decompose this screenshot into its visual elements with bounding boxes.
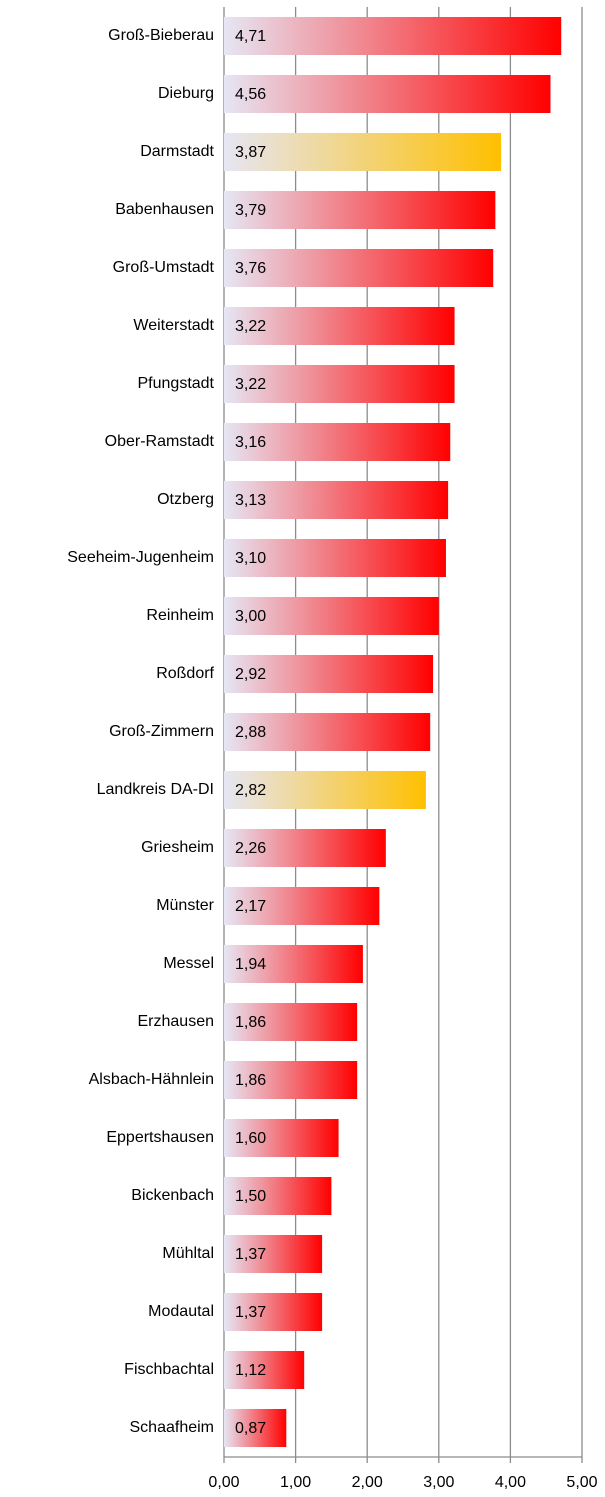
bar	[224, 1003, 358, 1041]
bar	[224, 1351, 305, 1389]
value-label: 3,10	[235, 550, 266, 567]
bar	[224, 597, 439, 635]
value-label: 3,22	[235, 376, 266, 393]
value-label: 3,79	[235, 202, 266, 219]
category-label: Erzhausen	[138, 1013, 215, 1030]
value-label: 0,87	[235, 1420, 266, 1437]
bar	[224, 249, 494, 287]
value-label: 3,13	[235, 492, 266, 509]
value-label: 1,94	[235, 956, 266, 973]
bar	[224, 945, 363, 983]
category-label: Reinheim	[146, 607, 214, 624]
value-label: 2,17	[235, 898, 266, 915]
bar	[224, 655, 434, 693]
category-label: Eppertshausen	[106, 1129, 214, 1146]
bar	[224, 191, 496, 229]
x-tick-label: 5,00	[566, 1474, 597, 1491]
value-label: 3,00	[235, 608, 266, 625]
value-label: 1,86	[235, 1014, 266, 1031]
value-label: 1,60	[235, 1130, 266, 1147]
bar	[224, 1119, 339, 1157]
x-tick-label: 4,00	[495, 1474, 526, 1491]
value-label: 4,56	[235, 86, 266, 103]
category-label: Landkreis DA-DI	[97, 781, 214, 798]
bar	[224, 75, 551, 113]
value-label: 1,86	[235, 1072, 266, 1089]
bar	[224, 1177, 332, 1215]
bar	[224, 1235, 323, 1273]
value-label: 2,82	[235, 782, 266, 799]
bar	[224, 1409, 287, 1447]
value-label: 3,87	[235, 144, 266, 161]
category-label: Schaafheim	[130, 1419, 215, 1436]
value-label: 3,22	[235, 318, 266, 335]
x-tick-label: 2,00	[352, 1474, 383, 1491]
bar	[224, 1061, 358, 1099]
value-label: 2,88	[235, 724, 266, 741]
bar	[224, 713, 431, 751]
category-label: Groß-Umstadt	[113, 259, 215, 276]
value-label: 1,50	[235, 1188, 266, 1205]
category-label: Seeheim-Jugenheim	[67, 549, 214, 566]
bar	[224, 423, 451, 461]
value-label: 1,37	[235, 1304, 266, 1321]
category-label: Messel	[163, 955, 214, 972]
category-label: Münster	[156, 897, 214, 914]
bar	[224, 887, 380, 925]
category-label: Babenhausen	[115, 201, 214, 218]
bar	[224, 1293, 323, 1331]
value-label: 3,76	[235, 260, 266, 277]
bar	[224, 539, 446, 577]
value-label: 2,26	[235, 840, 266, 857]
category-label: Fischbachtal	[124, 1361, 214, 1378]
value-label: 4,71	[235, 28, 266, 45]
bar	[224, 133, 502, 171]
value-label: 2,92	[235, 666, 266, 683]
bar	[224, 17, 562, 55]
category-label: Dieburg	[158, 85, 214, 102]
category-label: Griesheim	[141, 839, 214, 856]
x-tick-label: 1,00	[280, 1474, 311, 1491]
category-label: Bickenbach	[131, 1187, 214, 1204]
value-label: 1,37	[235, 1246, 266, 1263]
category-label: Weiterstadt	[133, 317, 214, 334]
value-label: 1,12	[235, 1362, 266, 1379]
bar	[224, 365, 455, 403]
bar	[224, 481, 449, 519]
category-label: Ober-Ramstadt	[105, 433, 215, 450]
category-label: Otzberg	[157, 491, 214, 508]
x-tick-label: 0,00	[208, 1474, 239, 1491]
category-label: Roßdorf	[156, 665, 214, 682]
category-label: Mühltal	[162, 1245, 214, 1262]
category-label: Modautal	[148, 1303, 214, 1320]
category-label: Darmstadt	[140, 143, 214, 160]
bar	[224, 829, 386, 867]
bar	[224, 307, 455, 345]
x-tick-label: 3,00	[423, 1474, 454, 1491]
category-label: Groß-Bieberau	[108, 27, 214, 44]
category-label: Alsbach-Hähnlein	[89, 1071, 214, 1088]
category-label: Pfungstadt	[138, 375, 215, 392]
value-label: 3,16	[235, 434, 266, 451]
bar	[224, 771, 426, 809]
category-label: Groß-Zimmern	[109, 723, 214, 740]
